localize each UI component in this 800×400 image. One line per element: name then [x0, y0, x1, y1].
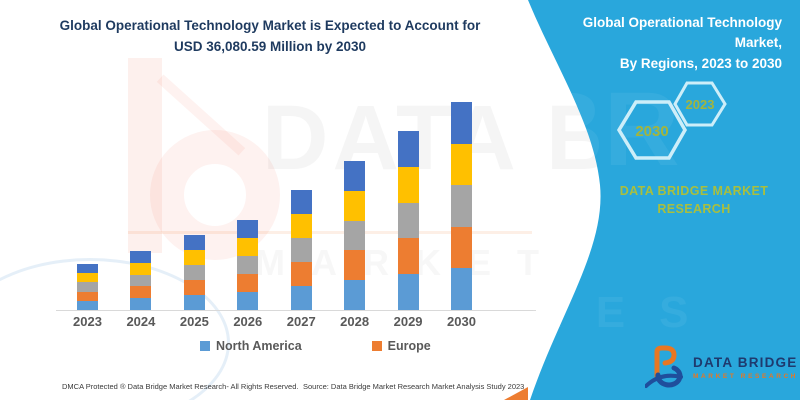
watermark-underline: [128, 231, 532, 234]
bar-segment-europe: [344, 250, 366, 281]
bar-segment-north-america: [77, 300, 98, 310]
hexagon-badge-2023: [673, 81, 727, 127]
region-panel-shape: [528, 0, 800, 400]
bar-segment-unlabeled-yellow-: [344, 190, 366, 221]
bar-segment-unlabeled-gray-: [77, 282, 98, 292]
dbmr-logo-text: DATA BRIDGE MARKET RESEARCH: [693, 355, 798, 380]
bar-segment-unlabeled-yellow-: [77, 273, 98, 283]
x-axis-label-2025: 2025: [179, 314, 209, 329]
dbmr-logo: DATA BRIDGE MARKET RESEARCH: [645, 344, 798, 390]
legend-swatch: [371, 341, 382, 351]
bar-segment-europe: [290, 262, 312, 286]
bar-segment-unlabeled-dark-blue-: [183, 235, 205, 250]
x-axis-label-2030: 2030: [447, 314, 476, 329]
dbmr-logo-icon: [645, 345, 683, 388]
hexagon-badges: 2023 2030: [616, 81, 727, 160]
bar-segment-north-america: [183, 295, 205, 310]
bar-segment-unlabeled-yellow-: [397, 166, 419, 203]
x-axis-label-2027: 2027: [286, 314, 316, 329]
bar-segment-unlabeled-gray-: [397, 202, 419, 239]
bar-2024: [130, 251, 152, 310]
legend-item-europe: Europe: [371, 339, 431, 353]
bar-segment-unlabeled-gray-: [130, 274, 152, 287]
panel-title-line2: By Regions, 2023 to 2030: [619, 55, 782, 71]
bar-segment-unlabeled-gray-: [451, 185, 472, 227]
bar-segment-north-america: [344, 280, 366, 310]
bar-2029: [397, 131, 419, 310]
panel-watermark: BR: [528, 71, 680, 188]
bar-segment-unlabeled-dark-blue-: [130, 251, 152, 263]
bar-segment-unlabeled-yellow-: [237, 238, 259, 257]
bar-segment-north-america: [397, 274, 419, 310]
bar-segment-north-america: [130, 298, 152, 310]
footer-dmca: DMCA Protected ® Data Bridge Market Rese…: [62, 382, 299, 391]
bar-segment-unlabeled-yellow-: [130, 262, 152, 275]
dbmr-logo-name: DATA BRIDGE: [693, 354, 798, 370]
bar-segment-europe: [77, 291, 98, 301]
bar-2026: [237, 220, 259, 310]
bar-segment-europe: [397, 238, 419, 275]
bar-segment-unlabeled-gray-: [237, 256, 259, 275]
x-axis-label-2029: 2029: [393, 314, 423, 329]
bar-segment-north-america: [237, 292, 259, 310]
footer-source: Source: Data Bridge Market Research Mark…: [303, 382, 525, 391]
x-axis-label-2024: 2024: [126, 314, 156, 329]
x-axis-label-2026: 2026: [233, 314, 263, 329]
legend: North America Europe: [60, 339, 530, 353]
chart-title-line1: Global Operational Technology Market is …: [59, 18, 481, 33]
bar-2027: [290, 190, 312, 310]
legend-item-north-america: North America: [200, 339, 302, 353]
bar-segment-unlabeled-yellow-: [290, 214, 312, 238]
bar-2028: [344, 161, 366, 310]
panel-watermark-sub: RES: [530, 288, 723, 337]
panel-brand-line2: RESEARCH: [657, 201, 731, 216]
bar-segment-unlabeled-dark-blue-: [451, 102, 472, 144]
bar-segment-unlabeled-gray-: [344, 220, 366, 251]
bar-2030: [451, 102, 472, 310]
bar-segment-unlabeled-dark-blue-: [397, 131, 419, 167]
bar-segment-unlabeled-yellow-: [451, 143, 472, 186]
chart-title-line2: USD 36,080.59 Million by 2030: [173, 38, 367, 54]
chart-title: Global Operational Technology Market is …: [40, 16, 500, 58]
x-axis-label-2028: 2028: [340, 314, 370, 329]
bar-segment-unlabeled-dark-blue-: [237, 220, 259, 239]
legend-swatch: [200, 341, 210, 351]
bar-segment-north-america: [451, 268, 472, 310]
hexagon-badge-2030: [616, 100, 688, 160]
plot-area: 2023 2024 2025 2026 2027 2028 2029 2030: [60, 92, 530, 329]
bar-segment-unlabeled-gray-: [290, 238, 312, 262]
panel-title: Global Operational Technology Market, By…: [532, 13, 782, 74]
panel-brand-line1: DATA BRIDGE MARKET: [619, 184, 769, 198]
legend-label: North America: [216, 339, 302, 353]
bar-segment-europe: [130, 286, 152, 299]
bar-segment-north-america: [290, 286, 312, 310]
bar-segment-europe: [237, 274, 259, 293]
panel-title-line1: Global Operational Technology Market,: [582, 15, 782, 51]
bar-2025: [183, 235, 205, 310]
legend-label: Europe: [387, 339, 431, 353]
dbmr-logo-tagline: MARKET RESEARCH: [693, 372, 799, 380]
bar-2023: [77, 264, 98, 310]
hexagon-2023-label: 2023: [686, 97, 715, 112]
bar-segment-unlabeled-dark-blue-: [344, 161, 366, 191]
hexagon-2030-label: 2030: [635, 123, 668, 140]
bar-segment-unlabeled-dark-blue-: [290, 190, 312, 214]
bar-segment-unlabeled-dark-blue-: [77, 264, 98, 274]
x-axis-label-2023: 2023: [73, 314, 102, 329]
bar-segment-europe: [183, 280, 205, 295]
panel-brand-text: DATA BRIDGE MARKET RESEARCH: [596, 183, 792, 218]
bar-segment-unlabeled-gray-: [183, 265, 205, 280]
x-axis-baseline: [56, 310, 536, 311]
bar-segment-europe: [451, 226, 472, 269]
bar-segment-unlabeled-yellow-: [183, 250, 205, 265]
